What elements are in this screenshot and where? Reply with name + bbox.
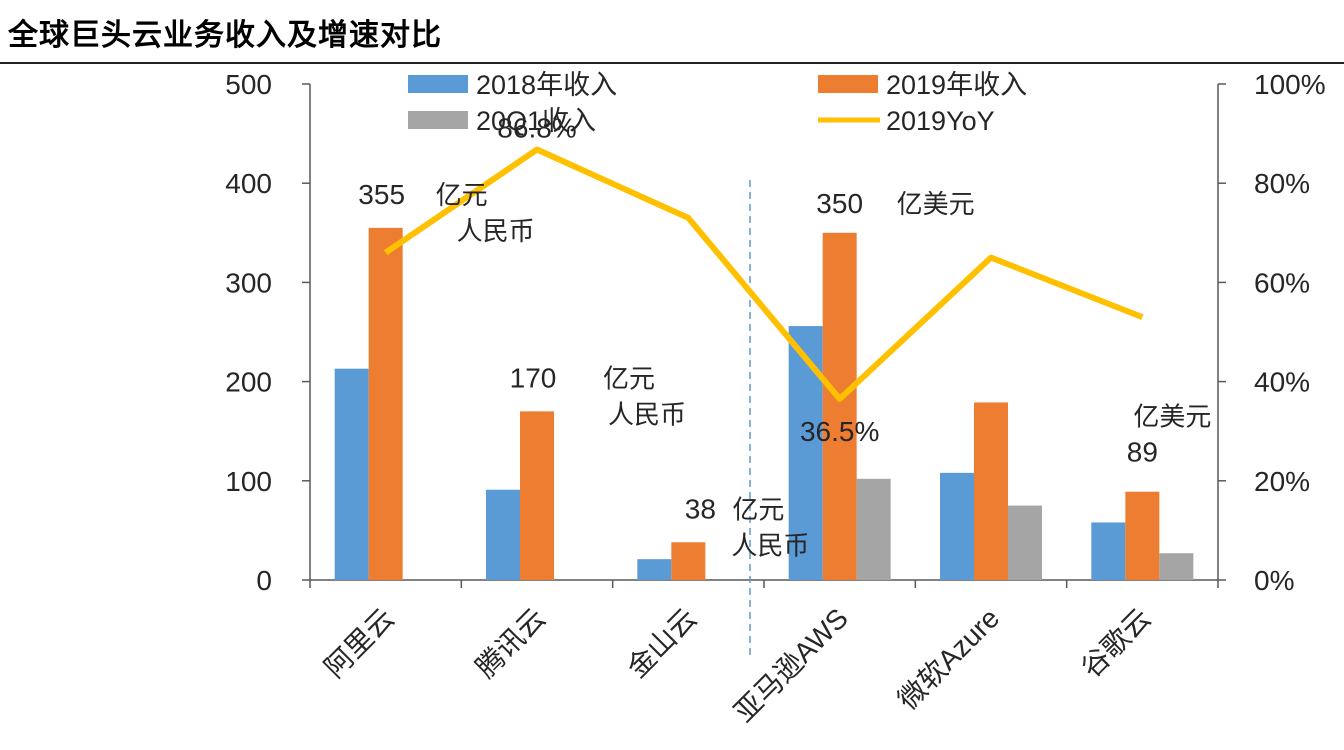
line-2019-yoy <box>383 146 1144 402</box>
revenue-unit-label: 亿元 <box>732 494 784 524</box>
revenue-value-label: 89 <box>1127 437 1158 468</box>
bar-2018-revenue <box>486 489 520 580</box>
right-tick-label: 0% <box>1254 565 1294 596</box>
bar-2019-revenue <box>1125 491 1160 580</box>
left-tick-label: 0 <box>256 565 272 596</box>
bar-2018-revenue <box>1091 522 1126 580</box>
right-tick-label: 20% <box>1254 466 1310 497</box>
revenue-currency-label: 人民币 <box>457 216 535 246</box>
left-tick-label: 100 <box>225 466 272 497</box>
left-tick-label: 300 <box>225 267 272 298</box>
category-label: 微软Azure <box>892 602 1005 715</box>
bar-20q1-revenue <box>1159 553 1194 580</box>
category-label: 亚马逊AWS <box>728 602 854 728</box>
bar-2019-revenue <box>671 542 706 580</box>
yoy-data-label: 36.5% <box>800 416 879 447</box>
category-label: 金山云 <box>621 602 702 683</box>
bar-2019-revenue <box>822 232 857 581</box>
bar-2018-revenue <box>637 559 672 580</box>
revenue-unit-label: 亿美元 <box>1133 402 1211 432</box>
left-tick-label: 400 <box>225 168 272 199</box>
legend-label: 2019年收入 <box>886 70 1027 100</box>
title-underline <box>0 62 1344 64</box>
revenue-currency-label: 人民币 <box>608 399 686 429</box>
category-label: 谷歌云 <box>1075 602 1156 683</box>
right-tick-label: 60% <box>1254 267 1310 298</box>
revenue-currency-label: 人民币 <box>731 530 809 560</box>
revenue-unit-label: 亿元 <box>436 180 488 210</box>
right-tick-label: 80% <box>1254 168 1310 199</box>
revenue-unit-label: 亿美元 <box>897 189 975 219</box>
bar-2019-revenue <box>520 411 554 580</box>
bar-2019-revenue <box>368 227 403 580</box>
legend-label: 2018年收入 <box>476 70 617 100</box>
legend-label: 20Q1收入 <box>476 106 596 136</box>
revenue-unit-label: 亿元 <box>603 363 655 393</box>
category-label: 阿里云 <box>319 602 400 683</box>
right-tick-label: 100% <box>1254 69 1326 100</box>
bar-20q1-revenue <box>856 478 891 580</box>
revenue-value-label: 355 <box>358 179 405 210</box>
revenue-value-label: 38 <box>685 493 716 524</box>
bar-2018-revenue <box>334 368 369 580</box>
legend-label: 2019YoY <box>886 106 995 136</box>
revenue-value-label: 170 <box>510 362 557 393</box>
legend-swatch <box>408 75 468 93</box>
legend-swatch <box>818 75 878 93</box>
bar-20q1-revenue <box>1008 505 1042 580</box>
right-tick-label: 40% <box>1254 367 1310 398</box>
category-label: 腾讯云 <box>470 602 551 683</box>
bar-2019-revenue <box>974 402 1008 580</box>
yoy-data-label: 86.8% <box>497 112 576 143</box>
legend-swatch <box>408 111 468 129</box>
left-tick-label: 200 <box>225 367 272 398</box>
bar-2018-revenue <box>940 472 974 580</box>
left-tick-label: 500 <box>225 69 272 100</box>
page-title: 全球巨头云业务收入及增速对比 <box>8 18 442 53</box>
revenue-value-label: 350 <box>816 188 863 219</box>
